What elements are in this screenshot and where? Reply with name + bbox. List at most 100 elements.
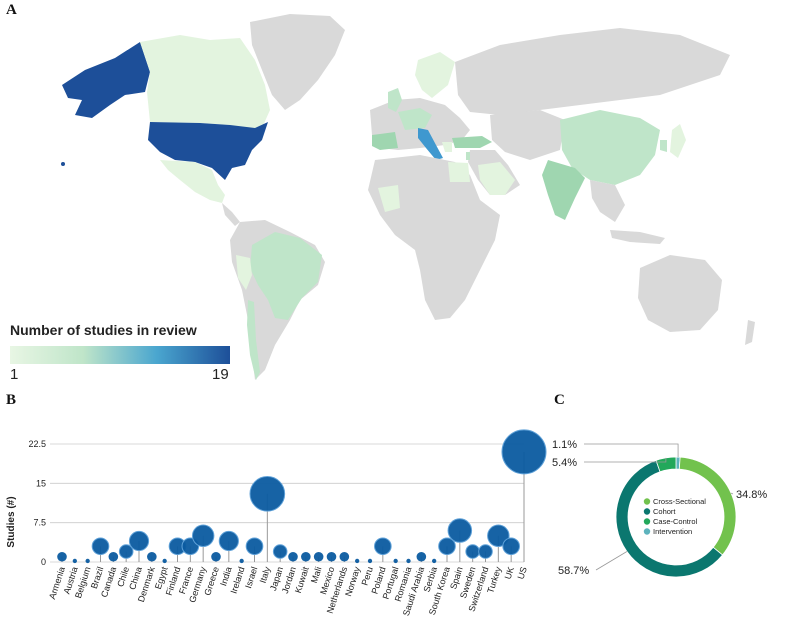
israel: [466, 152, 470, 160]
studies-chart: Studies (#) 0 7.5 15 22.5 ArmeniaAustriaBel…: [6, 429, 547, 617]
leader-line-cross-sectional: [730, 492, 734, 495]
bubble-india: [218, 530, 239, 552]
legend-label-cross-sectional: Cross-Sectional: [653, 497, 706, 506]
slice-cross-sectional: [678, 456, 737, 556]
alaska: [62, 42, 150, 118]
leader-line-case-control: [584, 457, 667, 463]
greece: [442, 142, 452, 152]
y-tick-label: 15: [36, 478, 46, 488]
united-states: [148, 122, 268, 180]
bubble-serbia: [432, 558, 437, 564]
studies-chart-panel: B Studies (#) 0 7.5 15 22.5 Armenia Austria B…: [0, 392, 547, 623]
y-axis-label: Studies (#): [6, 496, 17, 547]
legend-label-cohort: Cohort: [653, 507, 676, 516]
bubble-portugal: [393, 558, 398, 564]
peru: [236, 255, 252, 290]
bubble-belgium: [85, 558, 90, 564]
uk: [388, 88, 402, 112]
percent-label-intervention: 1.1%: [552, 439, 577, 451]
africa: [368, 155, 500, 320]
bubble-romania: [406, 558, 411, 564]
bubble-denmark: [147, 551, 157, 562]
bubble-greece: [211, 551, 221, 562]
new-zealand: [745, 320, 755, 345]
panel-letter-a: A: [6, 2, 17, 18]
southeast-asia: [590, 180, 625, 222]
x-tick-label: Italy: [258, 565, 273, 584]
bubble-japan: [272, 544, 288, 559]
percent-label-cohort: 58.7%: [558, 565, 589, 577]
legend-label-intervention: Intervention: [653, 527, 692, 536]
japan: [670, 124, 686, 158]
map-panel: A: [6, 2, 755, 383]
bubble-germany: [191, 524, 215, 548]
mali: [378, 185, 400, 212]
y-tick-label: 0: [41, 557, 46, 567]
slice-case-control: [655, 456, 677, 473]
bubble-armenia: [57, 551, 67, 562]
hawaii: [61, 162, 65, 166]
legend-swatch-cohort: [643, 508, 651, 515]
legend-max-label: 19: [212, 366, 229, 383]
turkey: [452, 136, 492, 148]
indonesia: [610, 230, 665, 244]
egypt: [448, 162, 470, 182]
bubble-brazil: [91, 537, 110, 556]
legend-swatch-cross-sectional: [643, 498, 651, 505]
canada: [140, 35, 270, 130]
spain: [372, 132, 398, 150]
x-tick-label: UK: [503, 566, 516, 581]
bubble-spain: [447, 518, 473, 543]
saudi-arabia: [478, 162, 515, 195]
bubble-mali: [313, 551, 324, 562]
donut-percent-labels: 34.8% 58.7% 5.4% 1.1%: [552, 439, 767, 577]
bubble-canada: [108, 551, 119, 562]
percent-label-cross-sectional: 34.8%: [736, 489, 767, 501]
legend-swatch-intervention: [643, 528, 651, 535]
bubble-turkey: [487, 524, 510, 548]
panel-letter-c: C: [554, 392, 565, 408]
world-map: [61, 14, 755, 380]
india: [542, 160, 585, 220]
italy: [418, 128, 443, 160]
bubble-switzerland: [478, 544, 493, 559]
bubble-ireland: [239, 558, 244, 564]
bubble-netherlands: [339, 551, 350, 562]
legend-label-case-control: Case-Control: [653, 517, 698, 526]
legend-title: Number of studies in review: [10, 322, 197, 338]
bubble-israel: [245, 537, 264, 556]
china: [560, 110, 660, 185]
brazil: [250, 232, 322, 320]
bubble-peru: [367, 558, 373, 564]
bubble-mexico: [326, 551, 337, 562]
legend-min-label: 1: [10, 366, 19, 383]
bubble-norway: [355, 558, 360, 564]
greenland: [250, 14, 345, 110]
korea: [660, 140, 667, 152]
legend-color-scale: [10, 346, 230, 364]
leader-line-intervention: [584, 443, 679, 458]
y-ticks: 0 7.5 15 22.5: [28, 439, 46, 567]
study-design-donut: Cross-SectionalCohortCase-ControlInterve…: [552, 439, 767, 578]
percent-label-case-control: 5.4%: [552, 457, 577, 469]
grid-lines: [50, 443, 524, 563]
y-tick-label: 22.5: [28, 439, 46, 449]
chile: [247, 300, 260, 380]
mexico: [160, 160, 225, 203]
bubble-sweden: [465, 544, 480, 559]
scandinavia: [415, 52, 455, 98]
bubble-austria: [72, 558, 77, 564]
bubble-italy: [249, 476, 286, 512]
x-tick-label: US: [516, 566, 529, 581]
y-tick-label: 7.5: [33, 518, 46, 528]
bubble-kuwait: [301, 551, 311, 562]
western-europe: [398, 108, 432, 130]
bubbles: [57, 429, 547, 564]
study-design-panel: C Cross-Sectional Cohort Case-Control Inter…: [540, 392, 789, 623]
bubble-jordan: [288, 551, 298, 562]
bubble-egypt: [162, 558, 167, 564]
bubble-poland: [374, 537, 392, 556]
bubble-chile: [118, 544, 134, 559]
bubble-saudi-arabia: [416, 551, 427, 562]
x-ticks: ArmeniaAustriaBelgiumBrazilCanadaChileCh…: [47, 565, 529, 617]
